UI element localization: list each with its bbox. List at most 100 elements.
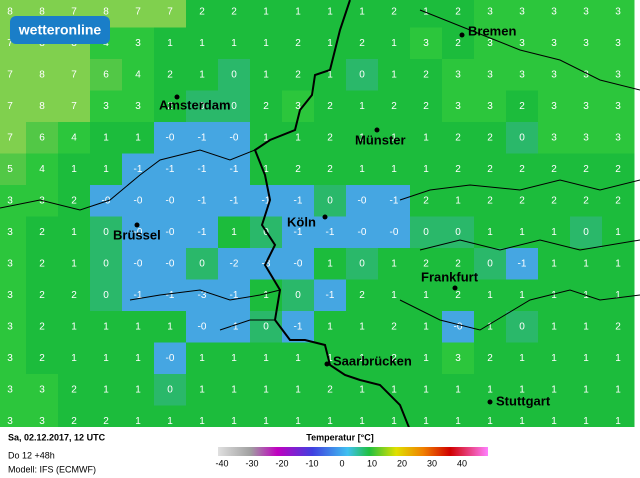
cell [218, 374, 251, 406]
cell [378, 59, 411, 91]
grid-value: 1 [263, 70, 269, 81]
grid-value: 3 [519, 7, 525, 18]
cell [26, 216, 59, 249]
cell [282, 374, 315, 406]
cell [186, 248, 219, 280]
grid-value: 2 [327, 101, 333, 112]
cell [218, 311, 251, 343]
grid-value: 1 [487, 385, 493, 396]
grid-value: 2 [39, 353, 45, 364]
cell [122, 27, 155, 60]
grid-value: 1 [615, 227, 621, 238]
cell [378, 27, 411, 60]
cell [122, 59, 155, 91]
cell [378, 153, 411, 186]
grid-value: 3 [39, 385, 45, 396]
grid-value: 2 [199, 7, 205, 18]
cell [154, 374, 187, 406]
cell [0, 279, 27, 312]
cell [442, 59, 475, 91]
cell [602, 185, 635, 217]
grid-value: 1 [487, 322, 493, 333]
cell [90, 311, 123, 343]
cell [570, 0, 603, 28]
cell [474, 342, 507, 375]
grid-value: 8 [39, 70, 45, 81]
cell [314, 122, 347, 154]
grid-value: 1 [615, 416, 621, 427]
grid-value: 1 [231, 416, 237, 427]
legend-title: Temperatur [°C] [306, 432, 373, 442]
grid-value: 3 [103, 101, 109, 112]
grid-value: 1 [615, 290, 621, 301]
cell [538, 122, 571, 154]
cell [506, 0, 539, 28]
cell [58, 185, 91, 217]
grid-value: 1 [263, 164, 269, 175]
grid-value: -1 [134, 164, 143, 175]
cell [410, 248, 443, 280]
grid-value: 1 [167, 322, 173, 333]
cell [538, 248, 571, 280]
cell [538, 0, 571, 28]
cell [602, 248, 635, 280]
cell [154, 311, 187, 343]
grid-value: 2 [423, 101, 429, 112]
grid-value: 7 [7, 38, 13, 49]
cell [378, 374, 411, 406]
grid-value: 0 [359, 259, 365, 270]
cell [442, 0, 475, 28]
cell [602, 279, 635, 312]
grid-value: 3 [7, 322, 13, 333]
cell [474, 248, 507, 280]
grid-value: 1 [359, 416, 365, 427]
grid-value: 2 [455, 259, 461, 270]
grid-value: 2 [71, 416, 77, 427]
grid-value: 0 [199, 101, 205, 112]
city-dot [487, 399, 493, 405]
grid-value: 1 [71, 353, 77, 364]
grid-value: 3 [583, 38, 589, 49]
cell [474, 279, 507, 312]
cell [58, 279, 91, 312]
grid-value: 2 [519, 196, 525, 207]
grid-value: 2 [39, 290, 45, 301]
cell [602, 122, 635, 154]
grid-value: 2 [455, 133, 461, 144]
cell [410, 122, 443, 154]
cell [346, 185, 379, 217]
cell [314, 342, 347, 375]
grid-value: 1 [583, 259, 589, 270]
grid-value: 2 [487, 164, 493, 175]
grid-value: 1 [295, 353, 301, 364]
cell [250, 374, 283, 406]
cell [122, 122, 155, 154]
grid-value: 1 [359, 7, 365, 18]
grid-value: 1 [167, 416, 173, 427]
grid-value: 1 [519, 290, 525, 301]
city-label: Münster [355, 132, 406, 147]
grid-value: -1 [134, 290, 143, 301]
grid-value: 2 [519, 101, 525, 112]
grid-value: 3 [7, 227, 13, 238]
grid-value: 3 [519, 70, 525, 81]
cell [538, 374, 571, 406]
grid-value: 1 [583, 353, 589, 364]
grid-value: 1 [103, 133, 109, 144]
cell [0, 374, 27, 406]
grid-value: 3 [295, 101, 301, 112]
cell [378, 311, 411, 343]
grid-value: 1 [391, 290, 397, 301]
grid-value: 1 [103, 322, 109, 333]
grid-value: 1 [519, 416, 525, 427]
grid-value: -1 [294, 196, 303, 207]
cell [378, 342, 411, 375]
cell [346, 0, 379, 28]
grid-value: 1 [551, 416, 557, 427]
grid-value: 1 [327, 322, 333, 333]
grid-value: 1 [199, 416, 205, 427]
cell [506, 311, 539, 343]
cell [26, 311, 59, 343]
cell [282, 248, 315, 280]
cell [90, 374, 123, 406]
